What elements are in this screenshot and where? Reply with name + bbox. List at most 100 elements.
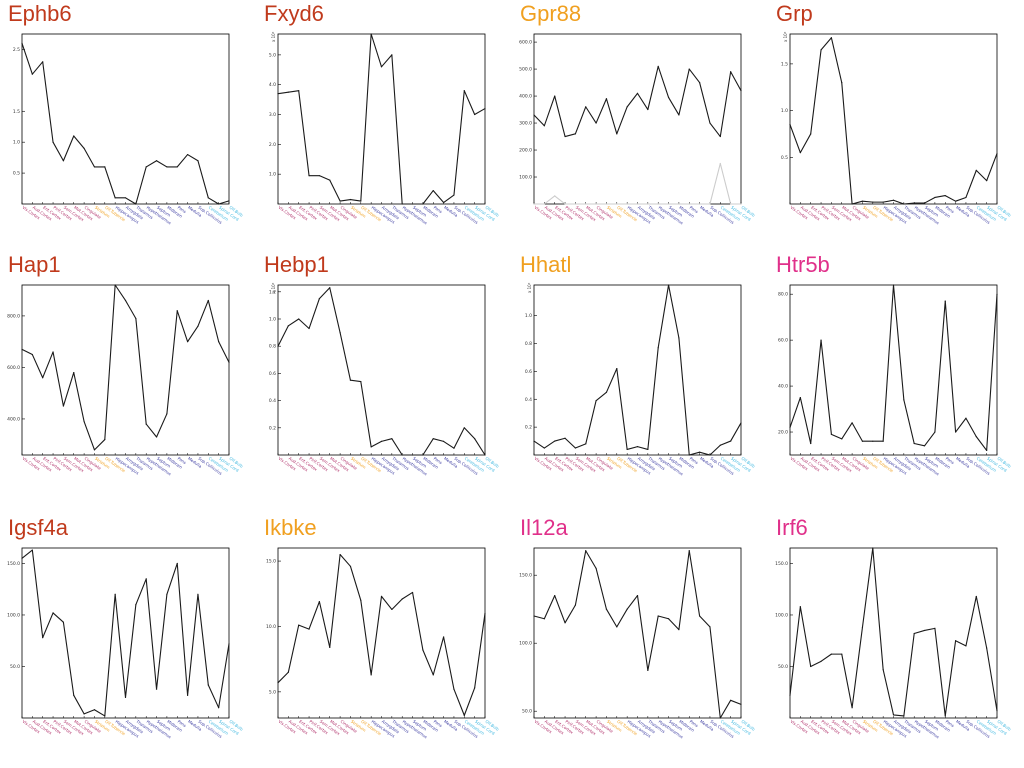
chart-panel-gpr88: Gpr88 100.0 200.0 300.0 400.0 500.0 600.0 Vis.C… — [512, 1, 768, 254]
chart-svg: 0.51.01.52.5Vis.CortexAud.CortexEnt.Cort… — [13, 33, 244, 225]
data-point — [339, 553, 341, 556]
data-point — [155, 436, 158, 438]
data-point — [585, 106, 587, 108]
data-point — [114, 197, 116, 199]
data-point — [308, 628, 310, 630]
series-line-0 — [21, 284, 230, 451]
data-point — [73, 694, 75, 696]
chart-title: Hap1 — [8, 252, 61, 277]
series-line-0 — [533, 284, 742, 456]
data-point — [432, 189, 434, 192]
data-point — [62, 621, 64, 623]
data-point — [667, 203, 670, 205]
data-point — [678, 114, 680, 116]
data-point — [913, 202, 915, 204]
data-point — [799, 396, 801, 399]
chart-panel-hebp1: Hebp1 x 10² 0.2 0.4 0.6 0.8 1.0 1.2 Vis.Cortex Au… — [256, 253, 512, 505]
data-point — [740, 422, 742, 424]
data-point — [730, 71, 732, 73]
data-point — [913, 632, 915, 635]
data-point — [443, 201, 445, 204]
data-point — [986, 647, 988, 649]
data-point — [114, 593, 116, 595]
data-point — [564, 203, 566, 205]
data-point — [861, 626, 864, 628]
data-point — [52, 612, 54, 614]
data-point — [861, 200, 864, 202]
data-point — [923, 445, 926, 447]
data-point — [934, 431, 936, 433]
chart-title: Fxyd6 — [264, 1, 324, 26]
y-tick-label: 15.0 — [266, 559, 276, 565]
data-point — [31, 549, 33, 551]
x-tick-label: Pons — [945, 456, 956, 465]
data-point — [533, 203, 535, 205]
data-point — [830, 653, 832, 655]
data-point — [892, 284, 895, 286]
data-point — [197, 593, 199, 595]
data-point — [42, 377, 44, 379]
data-point — [667, 284, 670, 286]
y-tick-label: 400.0 — [7, 416, 20, 422]
data-point — [533, 615, 535, 617]
data-point — [166, 413, 168, 415]
y-tick-label: 200.0 — [519, 148, 532, 154]
chart-title: Igsf4a — [8, 515, 68, 540]
chart-title: Ikbke — [264, 515, 317, 540]
data-point — [207, 197, 209, 199]
data-point — [730, 440, 732, 442]
chart-panel-il12a: Il12a 50.0 100.0 150.0 Vis.Cortex Aud.Cortex E… — [512, 516, 768, 768]
data-point — [391, 608, 393, 611]
data-point — [820, 49, 822, 51]
data-point — [564, 437, 566, 439]
chart-panel-igsf4a: Igsf4a 50.0 100.0 150.0 Vis.Cortex Aud.Cortex… — [0, 515, 256, 768]
plot-frame — [789, 547, 998, 719]
data-point — [554, 195, 556, 197]
data-point — [228, 361, 230, 363]
data-point — [882, 201, 884, 203]
data-point — [339, 200, 341, 202]
y-tick-label: 1.0 — [781, 108, 788, 114]
data-point — [740, 703, 742, 705]
y-tick-label: 5.0 — [269, 52, 276, 58]
data-point — [872, 440, 874, 442]
data-point — [955, 640, 957, 642]
chart-svg: 20.040.060.080.0Vis.CortexAud.CortexEnt.… — [778, 284, 1012, 476]
chart-svg: 100.0200.0300.0400.0500.0600.0Vis.Cortex… — [519, 33, 756, 225]
data-point — [533, 440, 535, 442]
data-point — [484, 612, 486, 614]
data-point — [678, 629, 680, 631]
data-point — [432, 674, 434, 676]
plot-frame — [789, 33, 998, 205]
data-point — [996, 710, 998, 712]
series-line-1 — [534, 162, 741, 205]
data-point — [197, 160, 199, 162]
data-point — [975, 169, 977, 171]
data-point — [380, 66, 383, 68]
data-point — [21, 557, 23, 559]
data-point — [187, 341, 189, 343]
data-point — [422, 649, 424, 651]
data-point — [574, 203, 576, 205]
data-point — [228, 643, 230, 645]
y-tick-label: 1.0 — [269, 317, 276, 323]
data-point — [318, 175, 320, 177]
data-point — [187, 694, 189, 696]
data-point — [810, 665, 812, 668]
data-point — [401, 598, 403, 600]
plot-frame — [277, 284, 486, 456]
series-line-0 — [789, 37, 998, 205]
data-point — [688, 203, 690, 205]
y-tick-label: 100.0 — [775, 612, 788, 618]
data-point — [585, 203, 587, 205]
data-point — [730, 699, 732, 701]
data-point — [360, 200, 362, 202]
data-point — [626, 106, 628, 108]
data-point — [626, 448, 628, 451]
chart-title: Gpr88 — [520, 1, 582, 26]
chart-svg: 50.0100.0150.0Vis.CortexAud.CortexEnt.Co… — [775, 547, 1012, 739]
plot-frame — [277, 33, 486, 205]
data-point — [83, 147, 85, 149]
y-tick-label: 150.0 — [519, 573, 532, 579]
data-point — [401, 203, 403, 205]
